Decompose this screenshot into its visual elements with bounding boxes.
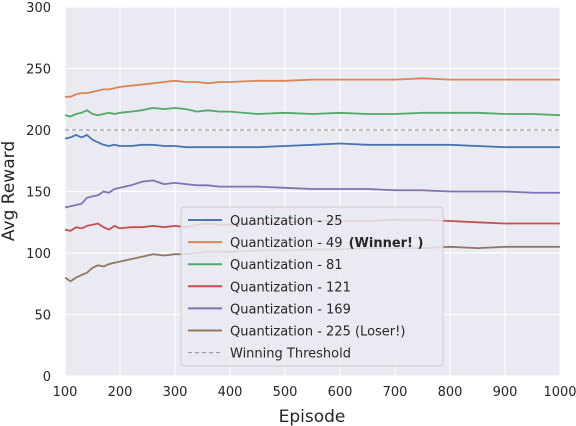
y-tick-labels: 0 50 100 150 200 250 300 bbox=[26, 1, 51, 385]
y-axis-title: Avg Reward bbox=[0, 141, 19, 241]
y-tick-label: 250 bbox=[26, 63, 51, 78]
legend-label: Quantization - 81 bbox=[230, 258, 343, 273]
y-tick-label: 0 bbox=[43, 370, 51, 385]
legend-label: Winning Threshold bbox=[230, 347, 351, 362]
x-tick-label: 300 bbox=[163, 385, 188, 400]
legend-label-text: Quantization - 25 bbox=[230, 214, 343, 229]
x-tick-label: 100 bbox=[53, 385, 78, 400]
legend-label-text: Quantization - 81 bbox=[230, 258, 343, 273]
x-tick-label: 700 bbox=[383, 385, 408, 400]
x-tick-labels: 100 200 300 400 500 600 700 800 900 1000 bbox=[53, 385, 576, 400]
series-line-1 bbox=[64, 134, 560, 149]
legend-label: Quantization - 121 bbox=[230, 280, 351, 295]
y-tick-label: 300 bbox=[26, 1, 51, 16]
legend-label: Quantization - 225 (Loser!) bbox=[230, 325, 405, 340]
series-line-2 bbox=[65, 77, 560, 98]
x-tick-label: 800 bbox=[438, 385, 463, 400]
legend-label-text: Quantization - 49 bbox=[230, 236, 343, 251]
x-tick-label: 200 bbox=[108, 385, 133, 400]
x-axis-title: Episode bbox=[279, 407, 346, 426]
legend-label-text: Quantization - 121 bbox=[230, 280, 351, 295]
y-tick-label: 150 bbox=[26, 186, 51, 201]
y-tick-label: 50 bbox=[34, 309, 51, 324]
x-tick-label: 1000 bbox=[543, 385, 576, 400]
x-tick-label: 600 bbox=[328, 385, 353, 400]
y-tick-label: 100 bbox=[26, 247, 51, 262]
legend-label-suffix: (Winner! ) bbox=[349, 236, 424, 251]
series-line-3 bbox=[64, 107, 561, 118]
series-line-5 bbox=[64, 179, 560, 209]
y-tick-label: 200 bbox=[26, 124, 51, 139]
legend-label-text: Quantization - 225 (Loser!) bbox=[230, 325, 405, 340]
legend-label: Quantization - 169 bbox=[230, 302, 351, 317]
legend-box bbox=[180, 206, 444, 367]
legend-label: Quantization - 25 bbox=[230, 214, 343, 229]
x-tick-label: 500 bbox=[273, 385, 298, 400]
legend-label-text: Winning Threshold bbox=[230, 347, 351, 362]
legend-label: Quantization - 49 (Winner! ) bbox=[230, 236, 423, 251]
legend: Quantization - 25 Quantization - 49 (Winne… bbox=[180, 206, 444, 367]
x-tick-label: 900 bbox=[493, 385, 518, 400]
legend-label-text: Quantization - 169 bbox=[230, 302, 351, 317]
x-tick-label: 400 bbox=[218, 385, 243, 400]
